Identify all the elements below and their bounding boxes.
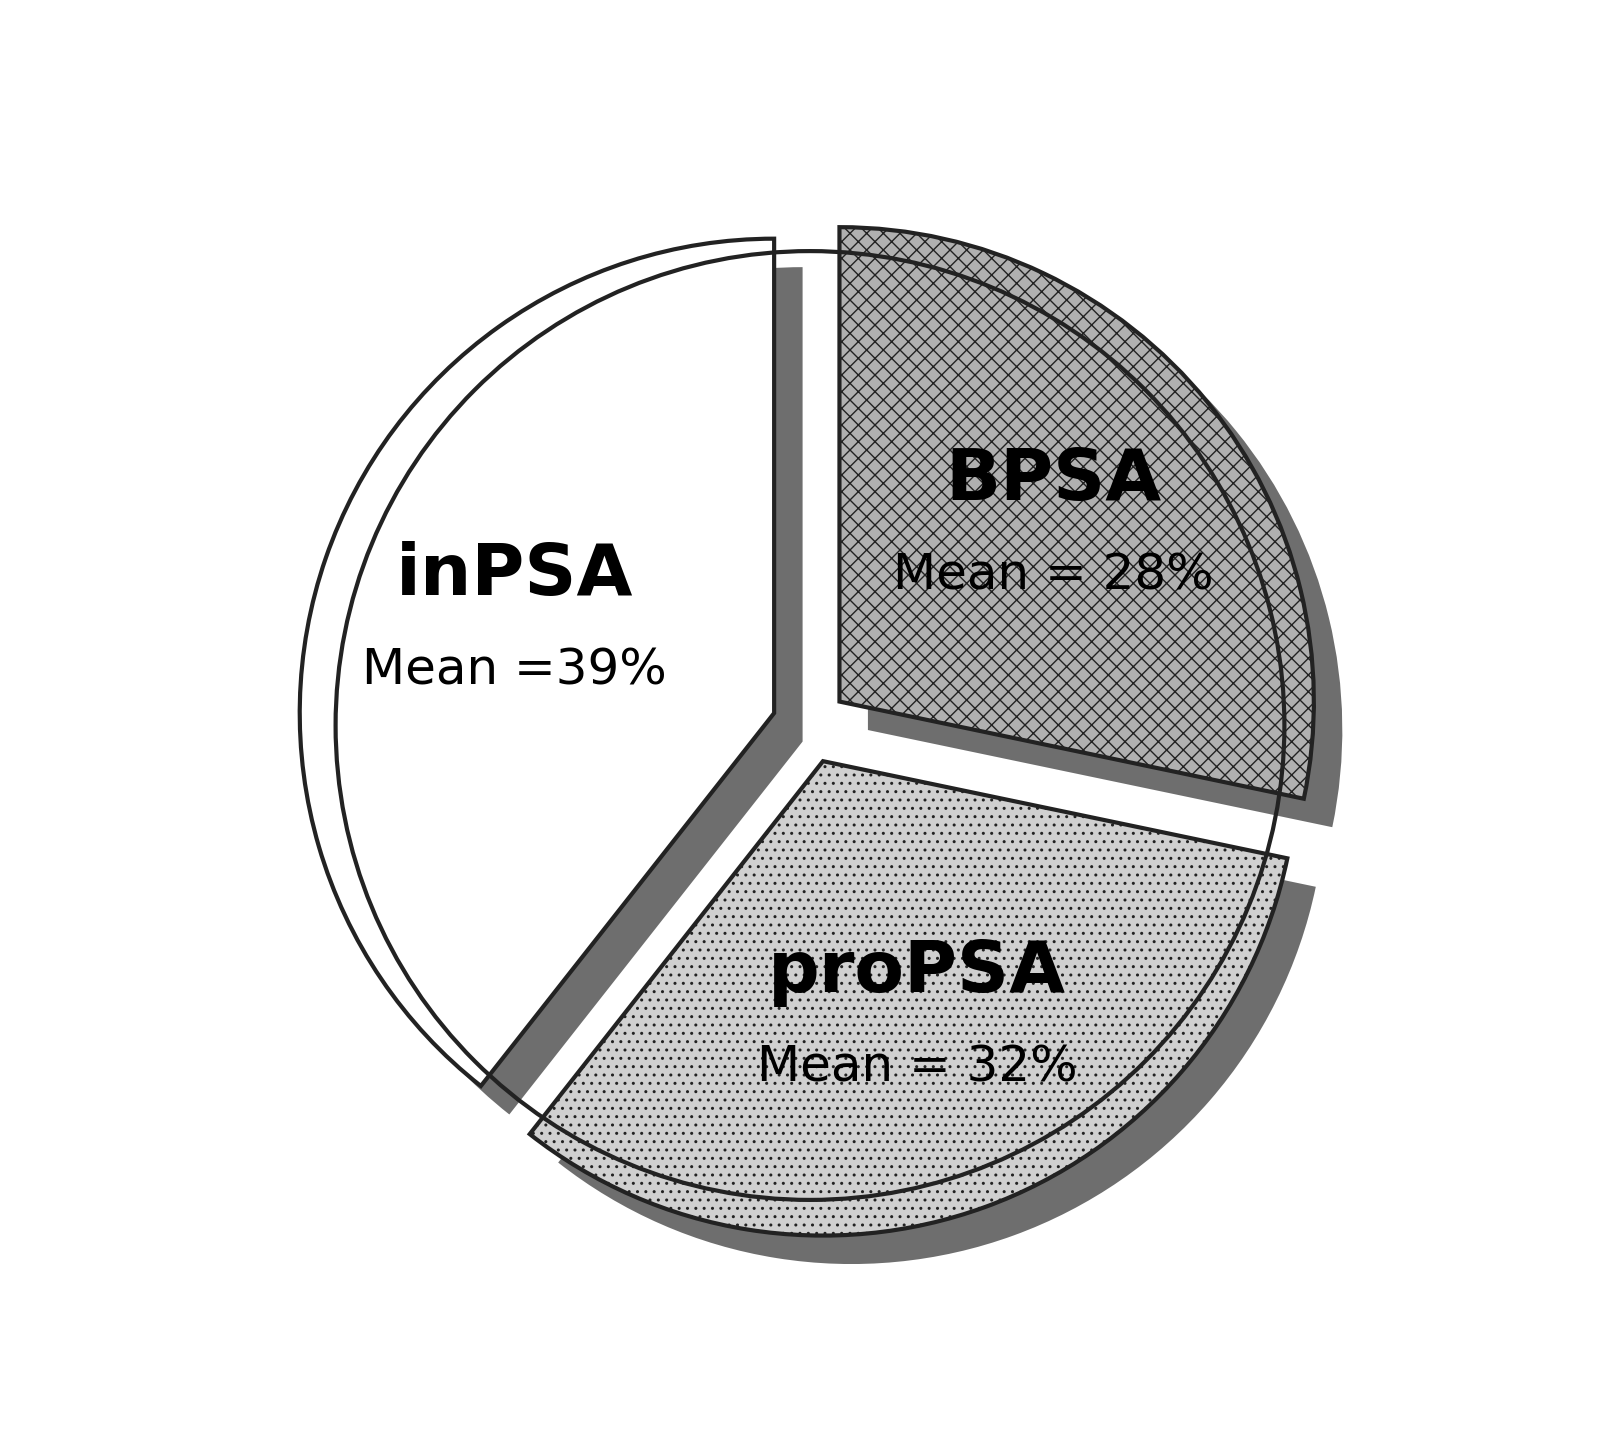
Wedge shape xyxy=(559,789,1315,1264)
Text: Mean =39%: Mean =39% xyxy=(361,647,666,695)
Text: BPSA: BPSA xyxy=(944,445,1162,515)
Wedge shape xyxy=(300,238,774,1085)
Wedge shape xyxy=(329,267,802,1114)
Text: Mean = 28%: Mean = 28% xyxy=(893,551,1213,599)
Text: proPSA: proPSA xyxy=(768,937,1066,1007)
Wedge shape xyxy=(530,762,1288,1236)
Wedge shape xyxy=(839,228,1314,798)
Text: Mean = 32%: Mean = 32% xyxy=(757,1043,1077,1091)
Text: inPSA: inPSA xyxy=(395,541,633,611)
Wedge shape xyxy=(868,255,1343,827)
